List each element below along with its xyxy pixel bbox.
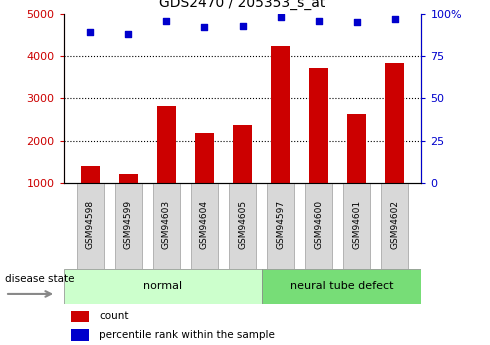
FancyBboxPatch shape xyxy=(381,183,409,269)
FancyBboxPatch shape xyxy=(267,183,294,269)
Text: GSM94605: GSM94605 xyxy=(238,200,247,249)
Bar xyxy=(233,125,252,225)
Point xyxy=(315,18,322,23)
Bar xyxy=(195,133,214,225)
Title: GDS2470 / 205353_s_at: GDS2470 / 205353_s_at xyxy=(159,0,326,10)
Point xyxy=(124,31,132,37)
Bar xyxy=(271,46,290,225)
Bar xyxy=(309,68,328,225)
Bar xyxy=(157,106,176,225)
Text: percentile rank within the sample: percentile rank within the sample xyxy=(99,330,275,340)
Point xyxy=(239,23,246,28)
Text: GSM94601: GSM94601 xyxy=(352,200,361,249)
Text: GSM94597: GSM94597 xyxy=(276,200,285,249)
Text: neural tube defect: neural tube defect xyxy=(290,282,393,291)
Bar xyxy=(71,310,89,322)
Point xyxy=(391,16,399,22)
Bar xyxy=(81,166,100,225)
FancyBboxPatch shape xyxy=(153,183,180,269)
Point xyxy=(277,14,285,20)
Point xyxy=(86,30,94,35)
Text: GSM94603: GSM94603 xyxy=(162,200,171,249)
FancyBboxPatch shape xyxy=(229,183,256,269)
FancyBboxPatch shape xyxy=(115,183,142,269)
Bar xyxy=(385,63,404,225)
Point xyxy=(200,24,208,30)
Text: normal: normal xyxy=(143,282,182,291)
Point xyxy=(163,18,171,23)
Text: count: count xyxy=(99,312,129,322)
Text: GSM94602: GSM94602 xyxy=(390,200,399,249)
Bar xyxy=(71,329,89,341)
Bar xyxy=(262,269,421,304)
Text: disease state: disease state xyxy=(5,274,74,284)
FancyBboxPatch shape xyxy=(305,183,332,269)
FancyBboxPatch shape xyxy=(191,183,218,269)
Text: GSM94600: GSM94600 xyxy=(314,200,323,249)
FancyBboxPatch shape xyxy=(76,183,104,269)
Text: GSM94599: GSM94599 xyxy=(124,200,133,249)
Point xyxy=(353,19,361,25)
Bar xyxy=(64,269,262,304)
Bar xyxy=(119,174,138,225)
Bar xyxy=(347,115,366,225)
Text: GSM94604: GSM94604 xyxy=(200,200,209,249)
Text: GSM94598: GSM94598 xyxy=(86,200,95,249)
FancyBboxPatch shape xyxy=(343,183,370,269)
